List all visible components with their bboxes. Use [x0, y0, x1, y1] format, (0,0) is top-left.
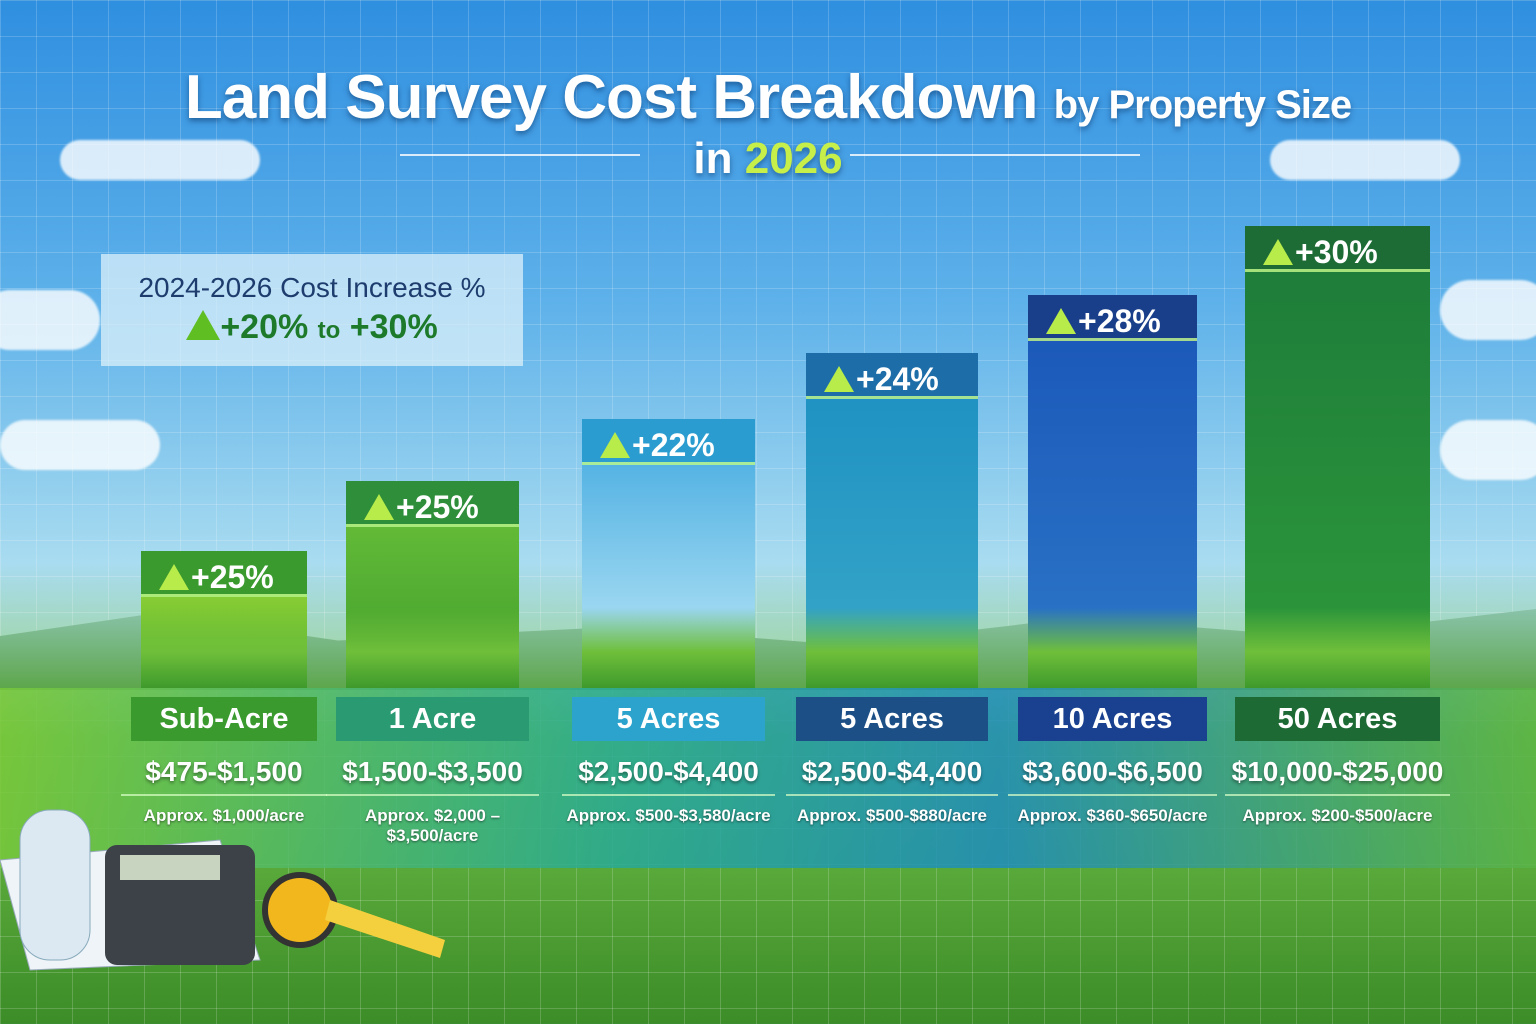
price-range: $2,500-$4,400 — [786, 756, 998, 796]
per-acre-cost: Approx. $500-$3,580/acre — [566, 806, 771, 825]
category-label: 50 Acres — [1235, 697, 1440, 741]
up-triangle-icon — [364, 494, 394, 520]
bar-0: +25% — [141, 551, 307, 688]
divider — [400, 154, 640, 156]
legend-box: 2024-2026 Cost Increase % +20% to +30% — [101, 254, 523, 366]
per-acre-cost: Approx. $500-$880/acre — [797, 806, 987, 825]
category-label: 1 Acre — [336, 697, 529, 741]
increase-label: +28% — [1028, 295, 1197, 341]
legend-title: 2024-2026 Cost Increase % — [138, 272, 486, 303]
bar-3: +24% — [806, 353, 978, 688]
price-range: $2,500-$4,400 — [562, 756, 775, 796]
price-range: $1,500-$3,500 — [326, 756, 539, 796]
cloud — [1270, 140, 1460, 180]
chart-title: Land Survey Cost Breakdown by Property S… — [184, 63, 1352, 132]
bar-2: +22% — [582, 419, 755, 688]
per-acre-cost: Approx. $1,000/acre — [143, 806, 305, 825]
bar-5: +30% — [1245, 226, 1430, 688]
cloud — [0, 420, 160, 470]
increase-label: +22% — [582, 419, 755, 465]
up-triangle-icon — [159, 564, 189, 590]
increase-label: +24% — [806, 353, 978, 399]
landscape-scene — [1028, 608, 1197, 688]
rolled-plans-icon — [19, 809, 91, 961]
up-triangle-icon — [186, 310, 221, 340]
increase-label: +30% — [1245, 226, 1430, 272]
chart-subtitle: in 2026 — [693, 134, 843, 183]
up-triangle-icon — [1046, 308, 1076, 334]
survey-tools-illustration — [0, 809, 445, 971]
per-acre-cost: Approx. $2,000 – $3,500/acre — [364, 806, 501, 845]
category-label: Sub-Acre — [131, 697, 317, 741]
tape-measure-icon — [262, 872, 338, 948]
landscape-scene — [1245, 608, 1430, 688]
landscape-scene — [582, 608, 755, 688]
cloud — [0, 290, 100, 350]
landscape-scene — [141, 608, 307, 688]
landscape-scene — [346, 608, 519, 688]
up-triangle-icon — [600, 432, 630, 458]
increase-label: +25% — [346, 481, 519, 527]
category-label: 5 Acres — [796, 697, 988, 741]
bar-1: +25% — [346, 481, 519, 688]
category-label: 5 Acres — [572, 697, 765, 741]
price-range: $10,000-$25,000 — [1225, 756, 1450, 796]
legend-range: +20% to +30% — [101, 308, 523, 347]
increase-label: +25% — [141, 551, 307, 597]
price-range: $3,600-$6,500 — [1008, 756, 1217, 796]
cloud — [1440, 280, 1536, 340]
category-label: 10 Acres — [1018, 697, 1207, 741]
per-acre-cost: Approx. $360-$650/acre — [1017, 806, 1208, 825]
landscape-scene — [806, 608, 978, 688]
cloud — [60, 140, 260, 180]
per-acre-cost: Approx. $200-$500/acre — [1242, 806, 1433, 825]
divider — [850, 154, 1140, 156]
bar-4: +28% — [1028, 295, 1197, 688]
cloud — [1440, 420, 1536, 480]
price-range: $475-$1,500 — [121, 756, 327, 796]
up-triangle-icon — [824, 366, 854, 392]
up-triangle-icon — [1263, 239, 1293, 265]
